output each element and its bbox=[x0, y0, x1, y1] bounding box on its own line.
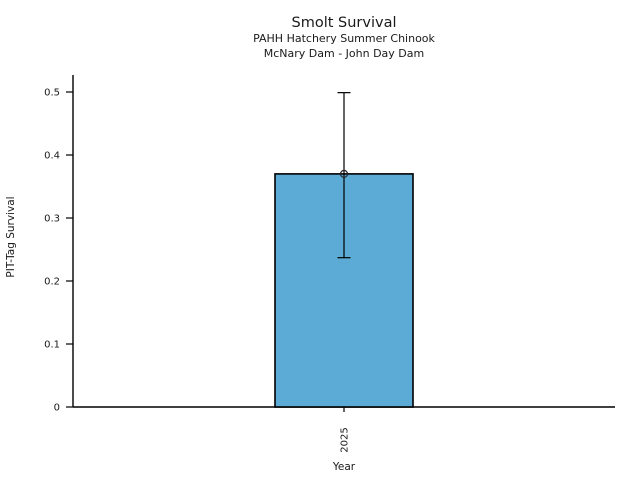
y-tick-label: 0.3 bbox=[44, 214, 60, 225]
plot-area: 0 0.1 0.2 0.3 0.4 0.5 2025 bbox=[44, 75, 615, 453]
chart-title: Smolt Survival bbox=[292, 15, 397, 31]
chart-subtitle-line1: PAHH Hatchery Summer Chinook bbox=[253, 32, 435, 45]
y-tick-label: 0.2 bbox=[44, 277, 60, 288]
y-tick-label: 0.4 bbox=[44, 151, 60, 162]
point-marker-circle bbox=[339, 169, 349, 179]
chart-subtitle-line2: McNary Dam - John Day Dam bbox=[264, 47, 424, 60]
y-tick-label: 0.1 bbox=[44, 340, 60, 351]
y-axis-label: PIT-Tag Survival bbox=[5, 196, 17, 277]
x-axis-label: Year bbox=[332, 461, 356, 473]
y-tick-label: 0.5 bbox=[44, 88, 60, 99]
x-tick-label: 2025 bbox=[340, 427, 351, 452]
y-tick-label: 0 bbox=[54, 403, 60, 414]
